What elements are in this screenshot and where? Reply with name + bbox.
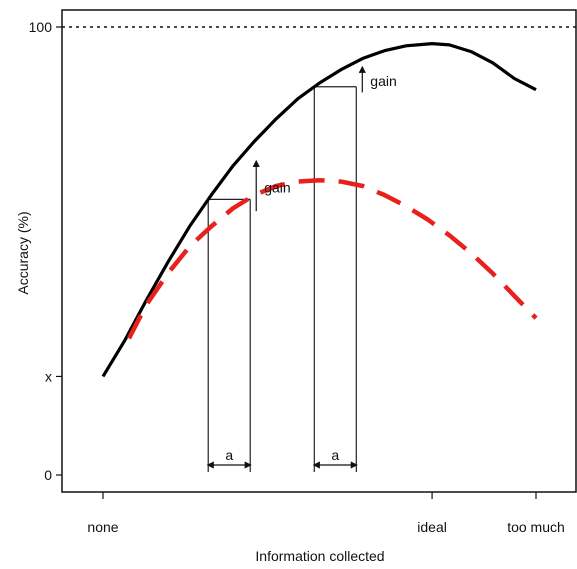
y-tick-label: 100 [29, 19, 53, 35]
interval-label: a [225, 447, 233, 463]
gain-label: gain [264, 179, 290, 195]
plot-border [61, 9, 577, 493]
y-axis-title: Accuracy (%) [15, 211, 31, 294]
x-tick-label: too much [507, 519, 565, 535]
axes: 0 x 100 none ideal too much [29, 19, 565, 535]
series-line-solid [101, 42, 537, 378]
construction-lines [207, 86, 357, 472]
y-tick-label: 0 [44, 467, 52, 483]
gain-label: gain [370, 73, 396, 89]
x-axis-title: Information collected [255, 548, 384, 564]
series-line-dashed [126, 177, 538, 340]
annotation-layer: a a gain gain [206, 65, 397, 469]
x-tick-label: ideal [417, 519, 447, 535]
interval-label: a [331, 447, 339, 463]
plot-frame [61, 9, 577, 493]
series-layer [101, 42, 538, 378]
x-tick-label: none [87, 519, 118, 535]
y-tick-label: x [45, 368, 52, 384]
